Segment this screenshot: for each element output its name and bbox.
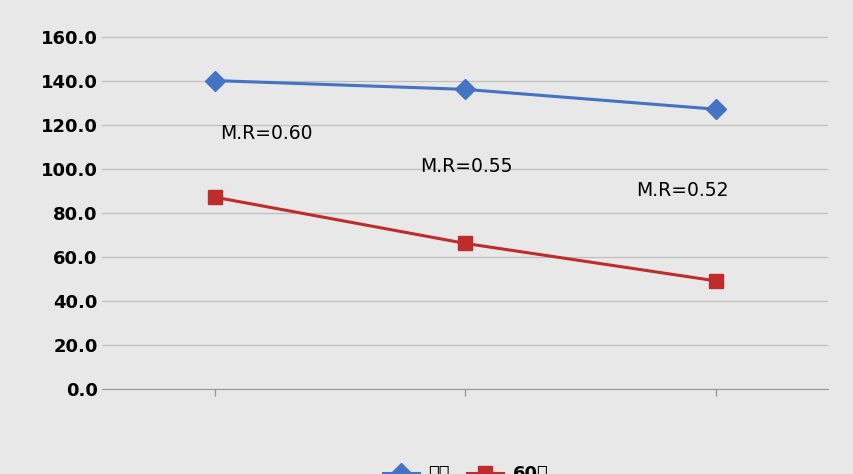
Text: M.R=0.55: M.R=0.55: [420, 157, 513, 176]
Text: M.R=0.52: M.R=0.52: [635, 181, 728, 200]
Legend: 초기, 60분: 초기, 60분: [375, 458, 554, 474]
Text: M.R=0.60: M.R=0.60: [220, 124, 312, 143]
